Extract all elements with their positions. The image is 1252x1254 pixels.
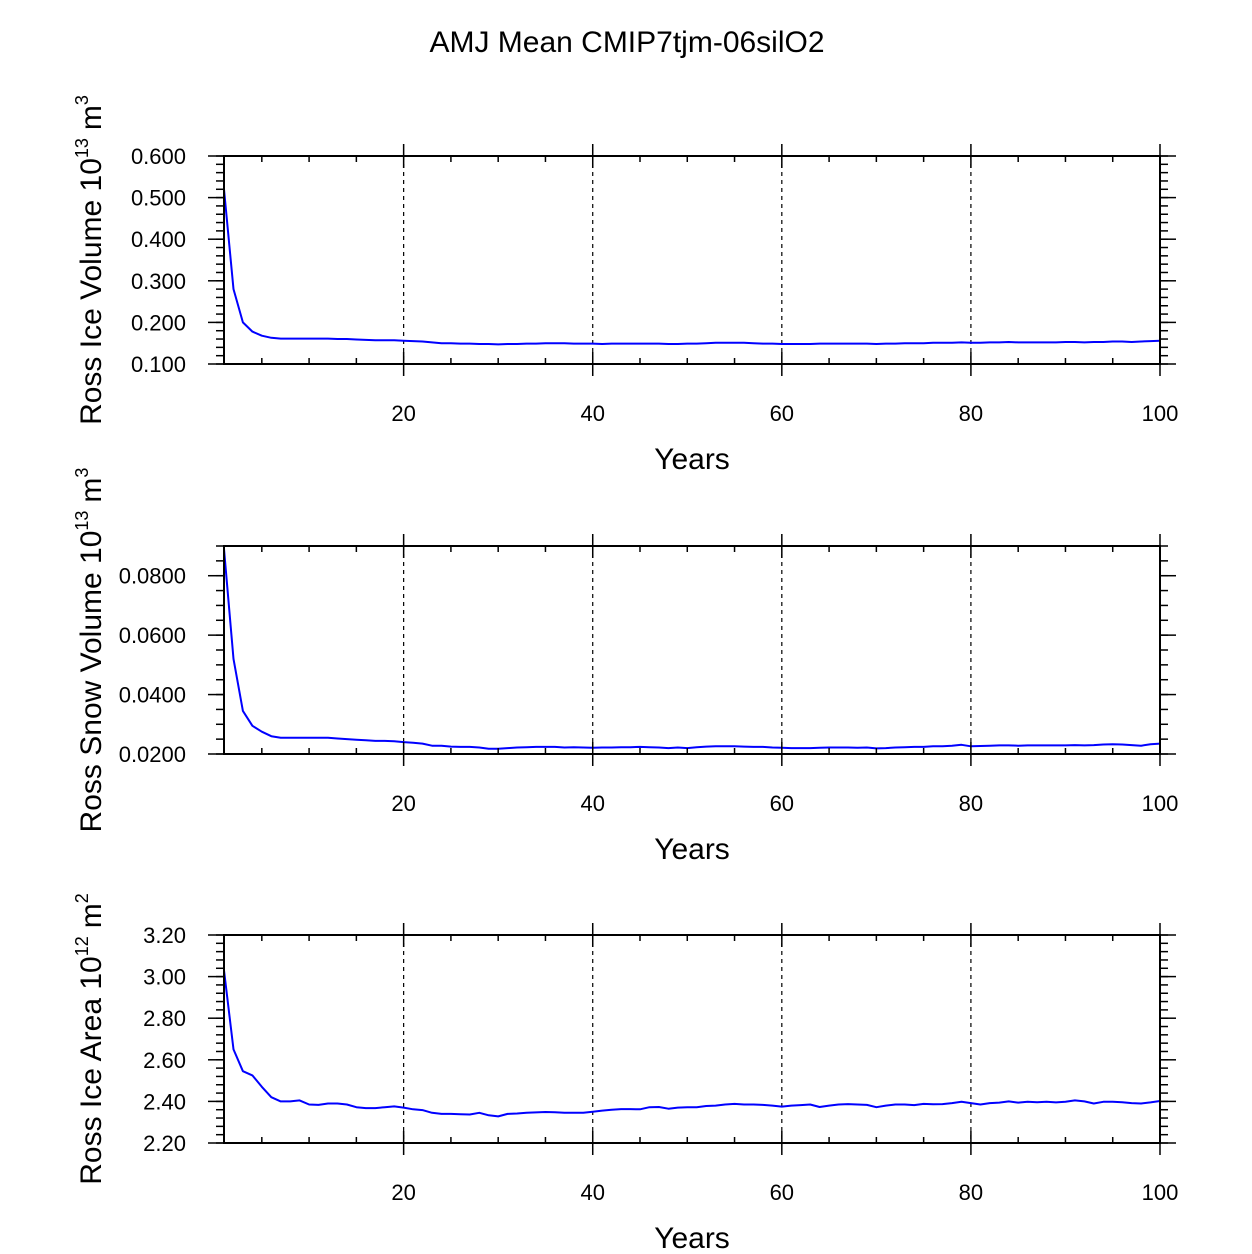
chart-panel-1: 20 40 60 80 100 0.100 0.200 0.300 0.400 0.500 0.60… <box>72 95 1178 476</box>
chart-panel-2: 20 40 60 80 100 0.0200 0.0400 0.0600 0.0800 Years… <box>72 468 1178 866</box>
x-tick-label: 40 <box>580 1180 604 1205</box>
x-tick-label: 60 <box>770 791 794 816</box>
y-axis-title: Ross Snow Volume 1013m3 <box>72 468 108 833</box>
y-tick-label: 2.60 <box>143 1048 186 1073</box>
y-tick-label: 2.80 <box>143 1006 186 1031</box>
plot-frame <box>223 155 1161 365</box>
y-tick-label: 0.200 <box>131 310 186 335</box>
x-tick-label: 80 <box>959 791 983 816</box>
y-tick-label: 0.600 <box>131 144 186 169</box>
x-tick-label: 60 <box>770 401 794 426</box>
y-axis-title: Ross Ice Volume 1013m3 <box>72 95 108 425</box>
y-tick-label: 2.40 <box>143 1089 186 1114</box>
x-axis-title: Years <box>654 833 730 866</box>
x-tick-label: 20 <box>391 791 415 816</box>
x-tick-label: 80 <box>959 1180 983 1205</box>
y-tick-label: 0.0800 <box>119 564 186 589</box>
plot-frame <box>223 934 1161 1144</box>
y-tick-label: 2.20 <box>143 1131 186 1156</box>
axis-ticks <box>208 534 1176 766</box>
x-tick-label: 100 <box>1142 1180 1179 1205</box>
series-line <box>223 548 1161 750</box>
y-tick-label: 0.300 <box>131 269 186 294</box>
axis-ticks <box>208 923 1176 1155</box>
x-tick-label: 100 <box>1142 401 1179 426</box>
figure-title: AMJ Mean CMIP7tjm-06silO2 <box>429 26 824 59</box>
y-tick-label: 0.100 <box>131 352 186 377</box>
y-tick-label: 3.00 <box>143 965 186 990</box>
y-tick-label: 0.500 <box>131 186 186 211</box>
x-tick-label: 20 <box>391 1180 415 1205</box>
y-tick-label: 0.0200 <box>119 742 186 767</box>
y-tick-label: 0.400 <box>131 227 186 252</box>
y-tick-label: 3.20 <box>143 923 186 948</box>
series-line <box>223 970 1161 1118</box>
x-tick-label: 20 <box>391 401 415 426</box>
plot-frame <box>223 545 1161 755</box>
y-axis-title: Ross Ice Area 1012m2 <box>72 893 108 1185</box>
series-line <box>223 189 1161 346</box>
x-tick-label: 100 <box>1142 791 1179 816</box>
x-axis-title: Years <box>654 1222 730 1254</box>
axis-ticks <box>208 144 1176 376</box>
x-tick-label: 60 <box>770 1180 794 1205</box>
x-tick-label: 80 <box>959 401 983 426</box>
chart-panel-3: 20 40 60 80 100 2.20 2.40 2.60 2.80 3.00 3.20 Years… <box>72 893 1178 1254</box>
x-axis-title: Years <box>654 443 730 476</box>
chart-panels: 20 40 60 80 100 0.100 0.200 0.300 0.400 0.500 0.60… <box>72 95 1178 1254</box>
y-tick-label: 0.0600 <box>119 623 186 648</box>
x-tick-label: 40 <box>580 791 604 816</box>
y-tick-label: 0.0400 <box>119 683 186 708</box>
x-tick-label: 40 <box>580 401 604 426</box>
